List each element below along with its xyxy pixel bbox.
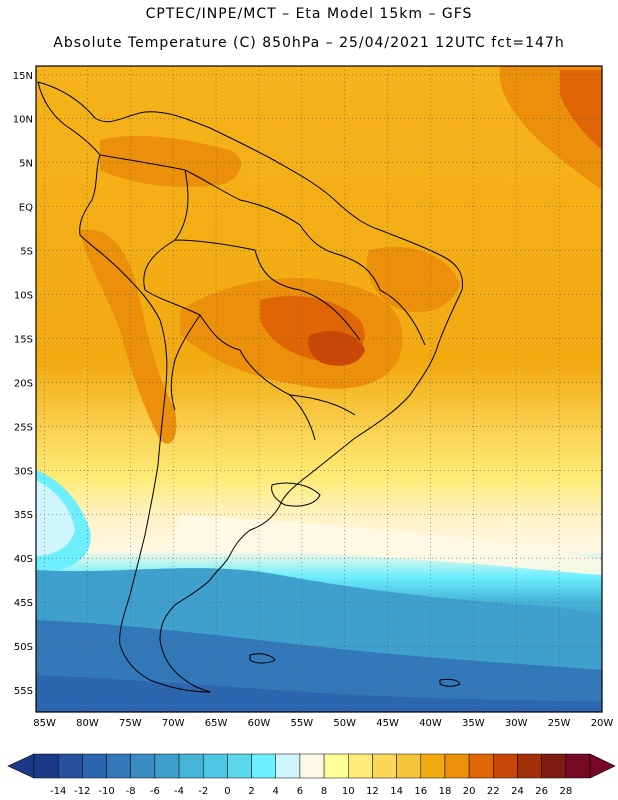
colorbar: -14 -12 -10 -8 -6 -4 -2 0 2 4 6 8 10 12 14 16 18 20 22 24 26… xyxy=(7,753,616,797)
latitude-label: 25S xyxy=(14,422,33,433)
longitude-label: 65W xyxy=(205,718,228,729)
colorbar-tick-label: -6 xyxy=(150,786,160,797)
colorbar-swatch xyxy=(468,753,494,779)
map-title-line2: Absolute Temperature (C) 850hPa – 25/04/… xyxy=(53,35,565,51)
longitude-label: 75W xyxy=(119,718,142,729)
colorbar-tick-label: -14 xyxy=(50,786,66,797)
colorbar-tick-label: 14 xyxy=(390,786,403,797)
colorbar-tick-label: -12 xyxy=(74,786,90,797)
colorbar-arrow-high xyxy=(589,753,616,779)
longitude-label: 50W xyxy=(333,718,356,729)
colorbar-tick-label: 18 xyxy=(439,786,452,797)
colorbar-tick-label: 6 xyxy=(297,786,303,797)
colorbar-tick-label: 28 xyxy=(559,786,572,797)
latitude-label: 15N xyxy=(13,71,33,82)
latitude-label: 30S xyxy=(14,466,33,477)
longitude-label: 45W xyxy=(376,718,399,729)
colorbar-swatch xyxy=(82,753,107,779)
longitude-label: 80W xyxy=(76,718,99,729)
longitude-label: 60W xyxy=(248,718,271,729)
latitude-label: 10N xyxy=(13,115,33,126)
colorbar-swatch xyxy=(57,753,83,779)
latitude-label: 5S xyxy=(20,247,33,258)
colorbar-tick-label: 22 xyxy=(487,786,500,797)
colorbar-swatch xyxy=(323,753,349,779)
colorbar-swatch xyxy=(299,753,325,779)
colorbar-swatch xyxy=(33,753,59,779)
colorbar-swatch xyxy=(130,753,156,779)
longitude-label: 30W xyxy=(505,718,528,729)
longitude-labels: 85W 80W 75W 70W 65W 60W 55W 50W 45W 40W 35W 30W 25W 2… xyxy=(33,718,613,729)
colorbar-swatch xyxy=(202,753,228,779)
colorbar-swatch xyxy=(420,753,446,779)
latitude-labels: 15N 10N 5N EQ 5S 10S 15S 20S 25S 30S 35S 40S 45S 50S 5… xyxy=(13,71,33,697)
colorbar-swatch xyxy=(348,753,373,779)
coastline xyxy=(37,81,464,693)
latitude-label: 10S xyxy=(14,291,33,302)
latitude-label: 5N xyxy=(19,159,33,170)
colorbar-swatch xyxy=(154,753,180,779)
latitude-label: 40S xyxy=(14,554,33,565)
colorbar-swatch xyxy=(541,753,567,779)
colorbar-tick-label: -4 xyxy=(174,786,184,797)
colorbar-tick-label: 12 xyxy=(366,786,379,797)
longitude-label: 20W xyxy=(591,718,614,729)
temperature-field xyxy=(36,66,602,712)
colorbar-tick-label: 16 xyxy=(414,786,427,797)
colorbar-swatch xyxy=(444,753,470,779)
map-frame xyxy=(35,65,603,713)
colorbar-arrow-low xyxy=(7,753,35,779)
latitude-label: 50S xyxy=(14,642,33,653)
latitude-label: 45S xyxy=(14,598,33,609)
colorbar-swatch xyxy=(106,753,131,779)
longitude-label: 55W xyxy=(291,718,314,729)
colorbar-tick-label: 20 xyxy=(463,786,476,797)
longitude-label: 70W xyxy=(162,718,185,729)
colorbar-tick-label: -10 xyxy=(98,786,114,797)
colorbar-swatch xyxy=(227,753,252,779)
colorbar-tick-label: 4 xyxy=(273,786,279,797)
colorbar-tick-label: 0 xyxy=(224,786,230,797)
latitude-label: 55S xyxy=(14,686,33,697)
map-title-line1: CPTEC/INPE/MCT – Eta Model 15km – GFS xyxy=(145,6,473,22)
colorbar-tick-label: 24 xyxy=(511,786,524,797)
colorbar-swatch xyxy=(396,753,422,779)
longitude-label: 85W xyxy=(33,718,56,729)
longitude-label: 35W xyxy=(462,718,485,729)
latitude-label: 15S xyxy=(14,334,33,345)
colorbar-tick-label: -2 xyxy=(198,786,208,797)
latitude-label: 35S xyxy=(14,510,33,521)
latitude-label: EQ xyxy=(19,203,33,214)
colorbar-swatch xyxy=(178,753,204,779)
colorbar-tick-label: 10 xyxy=(342,786,355,797)
colorbar-tick-label: 8 xyxy=(321,786,327,797)
colorbar-tick-label: 26 xyxy=(535,786,548,797)
colorbar-swatch xyxy=(372,753,397,779)
colorbar-swatch xyxy=(517,753,542,779)
colorbar-swatch xyxy=(251,753,276,779)
latitude-label: 20S xyxy=(14,378,33,389)
colorbar-swatch xyxy=(493,753,518,779)
colorbar-swatch xyxy=(565,753,591,779)
colorbar-tick-label: -8 xyxy=(126,786,136,797)
colorbar-swatch xyxy=(275,753,301,779)
longitude-label: 40W xyxy=(419,718,442,729)
longitude-label: 25W xyxy=(548,718,571,729)
colorbar-tick-label: 2 xyxy=(248,786,254,797)
